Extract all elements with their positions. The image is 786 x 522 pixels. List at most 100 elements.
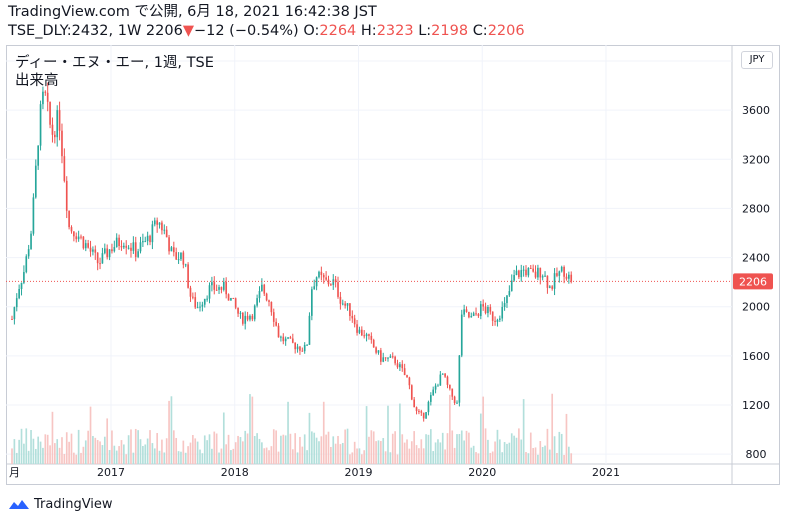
candle-body <box>196 307 199 309</box>
candle-body <box>303 344 306 352</box>
y-tick-label: 2000 <box>742 301 770 314</box>
price-chart[interactable]: 80012001600200024002800320036004000月2017… <box>6 45 780 485</box>
footer-brand[interactable]: TradingView <box>8 495 113 513</box>
volume-bar <box>570 453 573 464</box>
candle-body <box>256 298 258 306</box>
candle-body <box>377 350 380 353</box>
volume-bar <box>261 442 263 464</box>
candle-body <box>42 91 44 105</box>
volume-bar <box>311 431 313 464</box>
candle-body <box>456 402 458 404</box>
candle-body <box>487 307 489 314</box>
volume-bar <box>232 448 235 464</box>
high-value: 2323 <box>376 23 414 39</box>
volume-bar <box>25 428 28 464</box>
volume-bar <box>75 454 78 464</box>
volume-bar <box>113 445 116 464</box>
volume-bar <box>501 452 504 464</box>
candle-body <box>89 247 92 252</box>
candle-body <box>422 412 425 419</box>
candle-body <box>54 134 56 138</box>
candle-body <box>491 311 494 321</box>
volume-bar <box>560 433 563 464</box>
volume-bar <box>532 447 534 464</box>
volume-bar <box>415 445 418 464</box>
candle-body <box>34 165 37 198</box>
candle-body <box>429 395 432 402</box>
volume-bar <box>337 435 339 464</box>
candle-body <box>322 274 325 278</box>
volume-bar <box>399 403 401 464</box>
x-tick-label: 2020 <box>468 466 496 479</box>
candle-body <box>544 275 546 277</box>
candle-body <box>470 315 473 318</box>
candle-body <box>499 318 501 320</box>
volume-bar <box>82 446 85 464</box>
candle-body <box>344 303 346 306</box>
volume-bar <box>437 439 439 464</box>
volume-bar <box>139 439 142 464</box>
volume-bar <box>84 440 87 464</box>
candle-body <box>201 304 204 307</box>
candle-body <box>139 242 142 252</box>
candle-body <box>32 197 35 234</box>
volume-bar <box>63 453 66 464</box>
candle-body <box>468 311 470 318</box>
volume-bar <box>349 454 351 464</box>
candle-body <box>425 412 427 419</box>
candle-body <box>477 314 480 317</box>
volume-bar <box>199 449 201 464</box>
candle-body <box>125 245 128 248</box>
candle-body <box>68 210 70 228</box>
candle-body <box>118 237 120 246</box>
candle-body <box>289 337 292 339</box>
candle-body <box>537 267 539 278</box>
candle-body <box>453 396 456 404</box>
volume-bar <box>27 450 30 464</box>
candle-body <box>234 298 237 308</box>
candle-body <box>130 247 132 251</box>
volume-bar <box>96 440 99 464</box>
volume-bar <box>80 452 82 464</box>
volume-bar <box>377 440 380 464</box>
volume-bar <box>275 430 277 464</box>
x-tick-label: 月 <box>9 466 20 479</box>
candle-body <box>534 271 537 278</box>
candle-body <box>65 180 68 211</box>
candle-body <box>432 389 435 396</box>
volume-bar <box>294 433 297 464</box>
volume-bar <box>296 452 299 464</box>
volume-bar <box>422 448 425 464</box>
candle-body <box>356 324 358 333</box>
candle-body <box>134 242 137 257</box>
candle-body <box>46 92 49 102</box>
currency-button[interactable]: JPY <box>741 51 773 69</box>
candle-body <box>94 249 97 253</box>
volume-bar <box>499 439 501 464</box>
candle-body <box>82 236 85 249</box>
candle-body <box>239 312 242 314</box>
candle-body <box>482 304 485 307</box>
volume-bar <box>339 444 342 464</box>
candle-body <box>180 252 182 260</box>
candle-body <box>287 337 289 339</box>
y-tick-label: 1600 <box>742 350 770 363</box>
volume-bar <box>460 430 463 464</box>
candle-body <box>479 304 482 317</box>
candle-body <box>325 277 327 280</box>
volume-bar <box>334 443 337 464</box>
candle-body <box>368 334 370 336</box>
candle-body <box>360 329 363 336</box>
candle-body <box>70 227 73 232</box>
candle-body <box>111 249 113 252</box>
volume-bar <box>272 429 275 464</box>
candle-body <box>15 298 18 308</box>
volume-bar <box>61 437 63 464</box>
candle-body <box>113 247 116 252</box>
candle-body <box>556 273 558 276</box>
volume-bar <box>475 452 477 464</box>
candle-body <box>332 279 335 285</box>
candle-body <box>99 263 101 265</box>
candle-body <box>194 297 197 308</box>
y-tick-label: 3600 <box>742 104 770 117</box>
